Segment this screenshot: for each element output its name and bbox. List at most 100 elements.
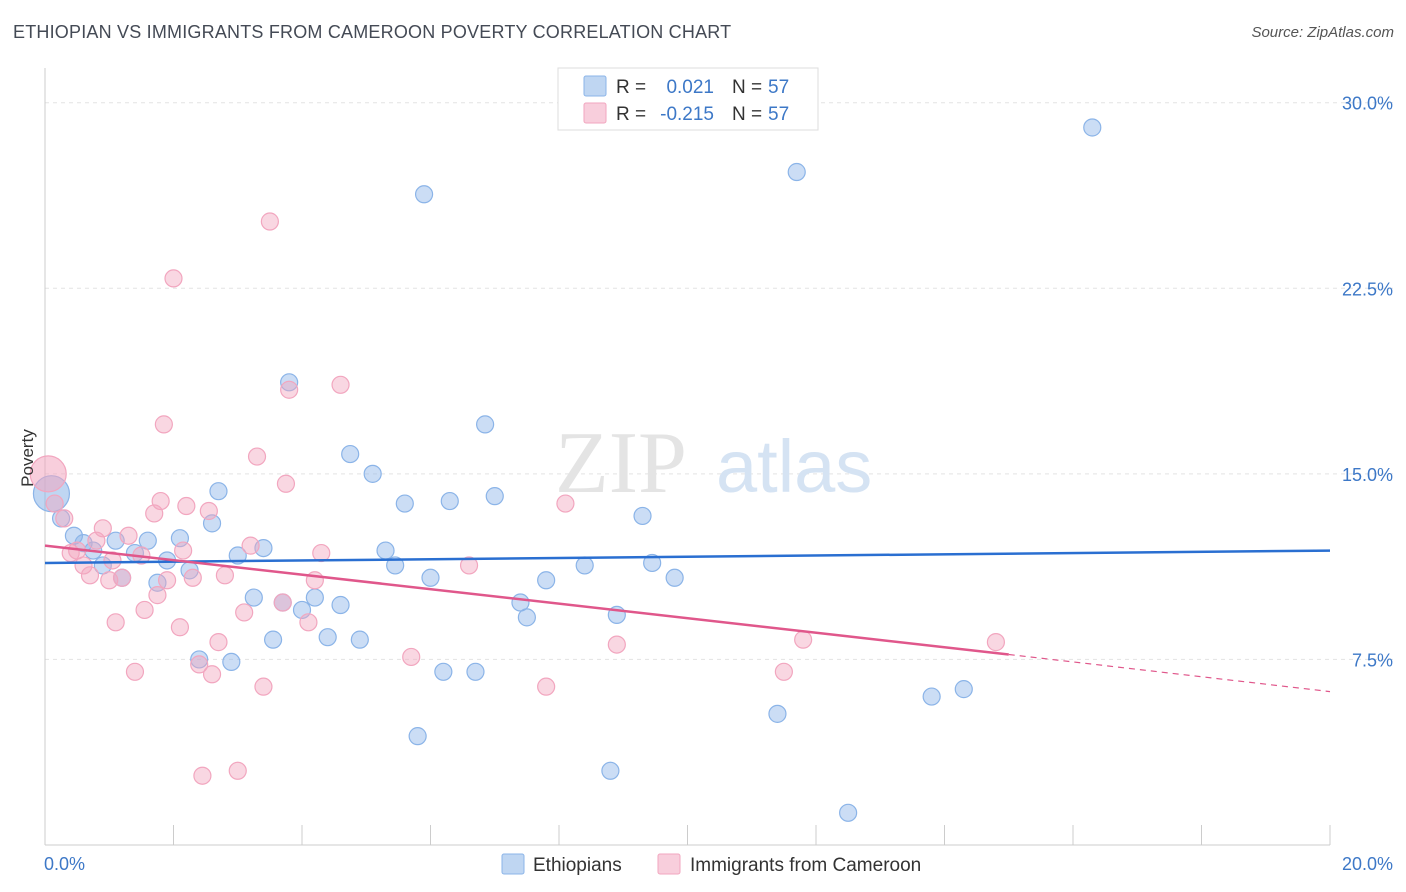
data-point <box>241 536 260 555</box>
data-point <box>119 526 138 545</box>
legend-r-label: R = <box>616 104 646 125</box>
data-point <box>106 613 125 632</box>
data-point <box>1083 118 1102 137</box>
data-point <box>209 633 228 652</box>
legend-series: Ethiopians Immigrants from Cameroon <box>501 853 921 876</box>
data-point <box>633 506 652 526</box>
data-point <box>112 568 132 587</box>
data-point <box>476 415 495 434</box>
data-point <box>273 593 292 612</box>
data-point <box>440 491 459 511</box>
data-point <box>193 766 212 785</box>
data-point <box>312 543 331 563</box>
data-point <box>64 526 84 545</box>
data-point <box>556 494 575 513</box>
data-point <box>276 474 296 493</box>
legend-label-cameroon: Immigrants from Cameroon <box>690 855 921 876</box>
data-point <box>209 482 228 501</box>
legend-n-value: 57 <box>768 104 789 125</box>
trend-line-ethiopians <box>44 549 1331 565</box>
y-tick-label: 15.0% <box>1342 465 1393 485</box>
data-point <box>215 566 234 585</box>
data-point <box>247 447 267 466</box>
data-point <box>151 491 170 511</box>
data-point <box>228 546 247 565</box>
legend-n-label: N = <box>732 77 762 98</box>
data-point <box>45 494 64 513</box>
data-point <box>774 662 793 681</box>
data-point <box>55 509 74 528</box>
y-axis-label: Poverty <box>18 429 37 487</box>
data-point <box>244 588 263 607</box>
data-point <box>408 727 427 746</box>
data-point <box>174 541 193 560</box>
data-point <box>434 662 453 681</box>
data-point <box>183 568 202 587</box>
data-point <box>74 556 93 575</box>
data-point <box>350 630 369 649</box>
data-point <box>280 373 299 392</box>
data-point <box>421 568 440 587</box>
data-point <box>395 494 414 513</box>
data-point <box>459 556 479 575</box>
trend-line-cameroon-extension <box>1008 653 1331 693</box>
axes <box>44 68 1331 846</box>
data-point <box>254 677 273 696</box>
data-point <box>794 630 813 649</box>
data-point <box>154 415 173 434</box>
data-point <box>170 618 190 637</box>
watermark: ZIP atlas <box>555 415 872 512</box>
data-point <box>148 586 167 605</box>
data-point <box>643 553 662 573</box>
data-point <box>839 803 858 822</box>
data-point <box>607 635 626 654</box>
data-point <box>537 677 556 696</box>
legend-n-label: N = <box>732 104 762 125</box>
data-point <box>157 571 177 590</box>
legend-swatch-ethiopians <box>501 853 525 875</box>
data-point <box>103 551 122 570</box>
grid-lines <box>45 102 1393 660</box>
data-point <box>922 687 941 706</box>
data-point <box>80 566 100 585</box>
legend-swatch-cameroon <box>583 102 607 124</box>
data-point <box>190 655 209 674</box>
watermark-atlas: atlas <box>716 425 872 508</box>
data-point <box>537 571 556 590</box>
y-tick-label: 7.5% <box>1352 650 1393 670</box>
x-tick-label-min: 0.0% <box>44 854 85 874</box>
legend-stats: R = 0.021 N = 57 R = -0.215 N = 57 <box>557 67 819 131</box>
data-point <box>363 464 382 483</box>
legend-swatch-cameroon <box>657 853 681 875</box>
data-point <box>235 603 254 622</box>
data-point <box>601 761 620 780</box>
data-point <box>414 185 434 204</box>
chart-title: ETHIOPIAN VS IMMIGRANTS FROM CAMEROON PO… <box>13 22 732 42</box>
data-point <box>386 556 405 575</box>
data-point <box>575 556 594 575</box>
watermark-zip: ZIP <box>555 415 687 512</box>
data-point <box>164 269 183 288</box>
data-point <box>299 613 318 632</box>
data-point <box>222 652 241 672</box>
data-point <box>331 375 350 394</box>
legend-label-ethiopians: Ethiopians <box>533 855 622 876</box>
source-label: Source: ZipAtlas.com <box>1251 24 1394 41</box>
data-point <box>318 628 337 647</box>
trend-line-cameroon <box>44 544 1009 656</box>
data-point <box>787 162 806 182</box>
data-point <box>331 595 350 615</box>
legend-swatch-ethiopians <box>583 75 607 97</box>
legend-r-value: -0.215 <box>660 104 714 125</box>
data-point <box>263 630 283 649</box>
x-tick-label-max: 20.0% <box>1342 854 1393 874</box>
data-point <box>402 647 421 667</box>
data-point <box>305 588 324 607</box>
data-point <box>93 519 112 538</box>
data-point <box>376 541 395 560</box>
data-point <box>135 600 154 620</box>
data-point <box>768 704 787 723</box>
data-point <box>260 212 279 231</box>
data-point <box>517 608 536 627</box>
